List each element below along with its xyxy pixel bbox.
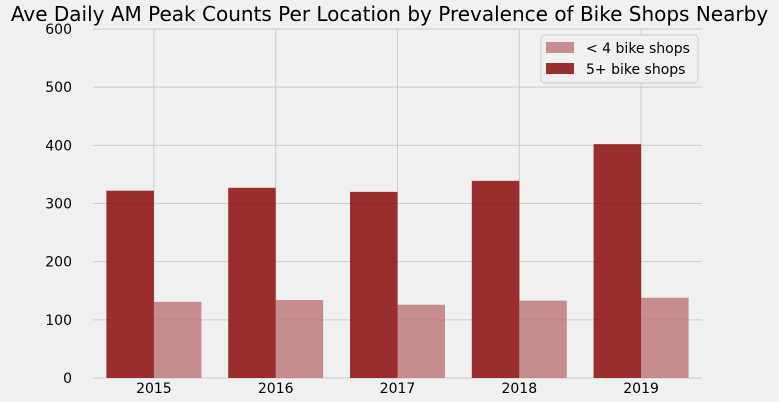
- legend-label: 5+ bike shops: [586, 62, 685, 78]
- bar-under-4-bike-shops: [641, 297, 689, 378]
- y-tick-label: 400: [45, 138, 72, 154]
- bar-5plus-bike-shops: [350, 191, 398, 378]
- chart-title: Ave Daily AM Peak Counts Per Location by…: [11, 2, 768, 26]
- y-tick-label: 200: [45, 255, 72, 271]
- bar-5plus-bike-shops: [106, 190, 154, 378]
- bar-under-4-bike-shops: [153, 301, 202, 378]
- y-tick-label: 0: [63, 371, 72, 387]
- legend-label: < 4 bike shops: [586, 41, 690, 57]
- bar-under-4-bike-shops: [397, 304, 445, 378]
- bar-under-4-bike-shops: [275, 300, 324, 378]
- bar-5plus-bike-shops: [471, 180, 520, 378]
- bar-5plus-bike-shops: [593, 144, 642, 378]
- x-tick-label: 2016: [258, 381, 294, 397]
- y-tick-label: 100: [45, 313, 72, 329]
- bars: [106, 144, 689, 378]
- x-axis-ticks: 2015 2016 2017 2018 2019: [136, 381, 659, 397]
- bar-5plus-bike-shops: [228, 187, 276, 378]
- legend-swatch: [546, 42, 574, 53]
- bar-under-4-bike-shops: [519, 300, 567, 378]
- y-tick-label: 500: [45, 80, 72, 96]
- legend-swatch: [546, 63, 574, 74]
- y-tick-label: 300: [45, 197, 72, 213]
- x-tick-label: 2019: [623, 381, 659, 397]
- legend-box: [540, 34, 699, 84]
- y-axis-ticks: 0 100 200 300 400 500 600: [45, 22, 72, 387]
- x-tick-label: 2018: [501, 381, 537, 397]
- legend: < 4 bike shops 5+ bike shops: [540, 34, 699, 84]
- x-tick-label: 2015: [136, 381, 172, 397]
- x-tick-label: 2017: [380, 381, 416, 397]
- y-tick-label: 600: [45, 22, 72, 38]
